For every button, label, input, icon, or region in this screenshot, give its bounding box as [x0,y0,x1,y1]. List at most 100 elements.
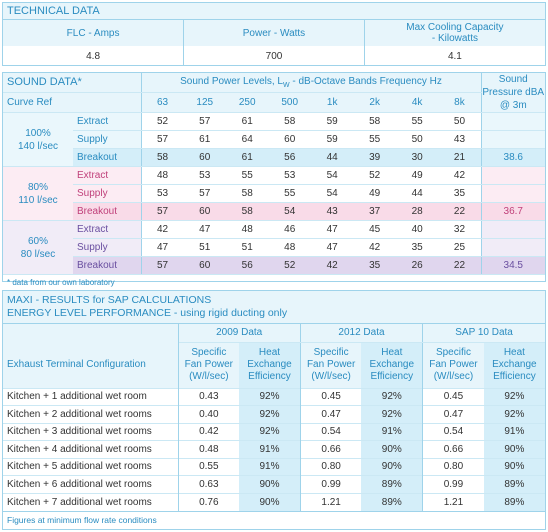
row-type-breakout: Breakout [73,148,142,167]
row-type-breakout: Breakout [73,256,142,275]
sound-pressure-value [480,184,545,203]
config-cell: Kitchen + 3 additional wet rooms [3,422,179,441]
flow-percent: 100% [25,127,51,139]
heat-exchange-value: 89% [361,475,424,493]
fan-power-value: 0.55 [178,457,240,476]
sound-value: 57 [183,112,226,131]
heat-exchange-value: 91% [239,440,301,458]
row-type-supply: Supply [73,238,142,257]
sound-value: 61 [183,130,226,149]
heat-exchange-header: Heat Exchange Efficiency [239,342,301,388]
heat-exchange-value: 92% [239,387,301,406]
sound-value: 56 [268,148,311,167]
sound-row: 60% 80 l/sec Extract 42 47 48 46 47 45 40 32 [3,220,545,275]
sound-value: 60 [183,202,226,221]
heat-exchange-value: 91% [483,422,545,441]
sound-row: Breakout 57 60 58 54 43 37 28 22 36.7 [3,202,545,221]
heat-exchange-value: 92% [239,422,301,441]
fan-power-value: 1.21 [422,492,484,511]
sound-value: 57 [140,202,184,221]
sound-value: 35 [353,256,396,275]
sound-value: 58 [353,112,396,131]
power-header: Power - Watts [183,20,365,46]
heat-exchange-value: 89% [483,492,545,511]
sound-value: 54 [310,184,354,203]
fan-power-value: 0.80 [422,457,484,476]
sound-pressure-value [480,220,545,239]
sound-value: 60 [183,256,226,275]
fan-power-value: 0.45 [300,387,362,406]
cooling-header: Max Cooling Capacity - Kilowatts [406,22,504,44]
sound-value: 42 [353,238,396,257]
freq-header: 1k [310,92,354,114]
flc-header: FLC - Amps [3,20,185,46]
heat-exchange-value: 91% [361,422,424,441]
sound-value: 57 [183,184,226,203]
technical-data-table: FLC - Amps Power - Watts Max Cooling Cap… [3,20,545,66]
sound-value: 22 [438,202,481,221]
technical-data-panel: TECHNICAL DATA FLC - Amps Power - Watts … [2,2,546,66]
sound-value: 51 [183,238,226,257]
fan-power-value: 0.66 [422,440,484,458]
sound-value: 49 [353,184,396,203]
sound-pressure-value: 38.6 [480,148,545,167]
fan-power-value: 0.47 [300,405,362,423]
sound-value: 59 [310,112,354,131]
fan-power-value: 0.99 [300,475,362,493]
sap-row: Kitchen + 3 additional wet rooms 0.42 92% 0… [3,422,545,441]
sound-value: 61 [225,148,269,167]
sound-value: 53 [183,166,226,185]
fan-power-value: 0.45 [422,387,484,406]
heat-exchange-value: 89% [483,475,545,493]
sound-value: 61 [225,112,269,131]
sound-data-panel: SOUND DATA* Sound Power Levels, LW - dB-… [2,72,546,287]
sound-value: 60 [183,148,226,167]
sound-value: 30 [395,148,439,167]
sound-value: 53 [268,166,311,185]
sound-value: 39 [353,148,396,167]
sound-value: 52 [268,256,311,275]
sound-value: 55 [268,184,311,203]
sound-value: 42 [310,256,354,275]
sound-value: 58 [140,148,184,167]
power-value: 700 [183,46,365,66]
curve-label: 80% 110 l/sec [3,166,73,221]
fan-power-value: 0.76 [178,492,240,511]
sound-value: 54 [310,166,354,185]
flow-rate: 110 l/sec [18,194,58,206]
heat-exchange-value: 90% [239,475,301,493]
technical-data-title: TECHNICAL DATA [3,3,545,20]
sound-footnote: * data from our own laboratory [7,278,115,287]
curve-label: 60% 80 l/sec [3,220,73,275]
row-type-extract: Extract [73,220,142,239]
sap-row: Kitchen + 2 additional wet rooms 0.40 92% 0… [3,405,545,423]
fan-power-header: Specific Fan Power (W/l/sec) [306,347,356,382]
fan-power-value: 0.80 [300,457,362,476]
config-cell: Kitchen + 1 additional wet room [3,387,179,406]
sound-value: 43 [310,202,354,221]
sound-value: 52 [140,112,184,131]
sound-value: 58 [225,184,269,203]
fan-power-value: 0.48 [178,440,240,458]
sound-value: 43 [438,130,481,149]
sound-row: Supply 53 57 58 55 54 49 44 35 [3,184,545,203]
sound-row: Supply 57 61 64 60 59 55 50 43 [3,130,545,149]
sound-value: 51 [225,238,269,257]
sound-value: 47 [140,238,184,257]
sound-value: 53 [140,184,184,203]
freq-header: 500 [268,92,311,114]
row-type-supply: Supply [73,130,142,149]
sound-value: 48 [225,220,269,239]
sound-value: 55 [395,112,439,131]
sound-data-title: SOUND DATA* [3,73,142,93]
sap-results-title: MAXI - RESULTS for SAP CALCULATIONS [7,294,212,306]
config-header: Exhaust Terminal Configuration [3,342,179,388]
heat-exchange-value: 92% [361,405,424,423]
row-type-breakout: Breakout [73,202,142,221]
fan-power-header: Specific Fan Power (W/l/sec) [184,347,233,382]
heat-exchange-header: Heat Exchange Efficiency [483,342,545,388]
freq-header: 250 [225,92,269,114]
heat-exchange-value: 92% [483,405,545,423]
sound-value: 35 [438,184,481,203]
fan-power-value: 0.54 [300,422,362,441]
